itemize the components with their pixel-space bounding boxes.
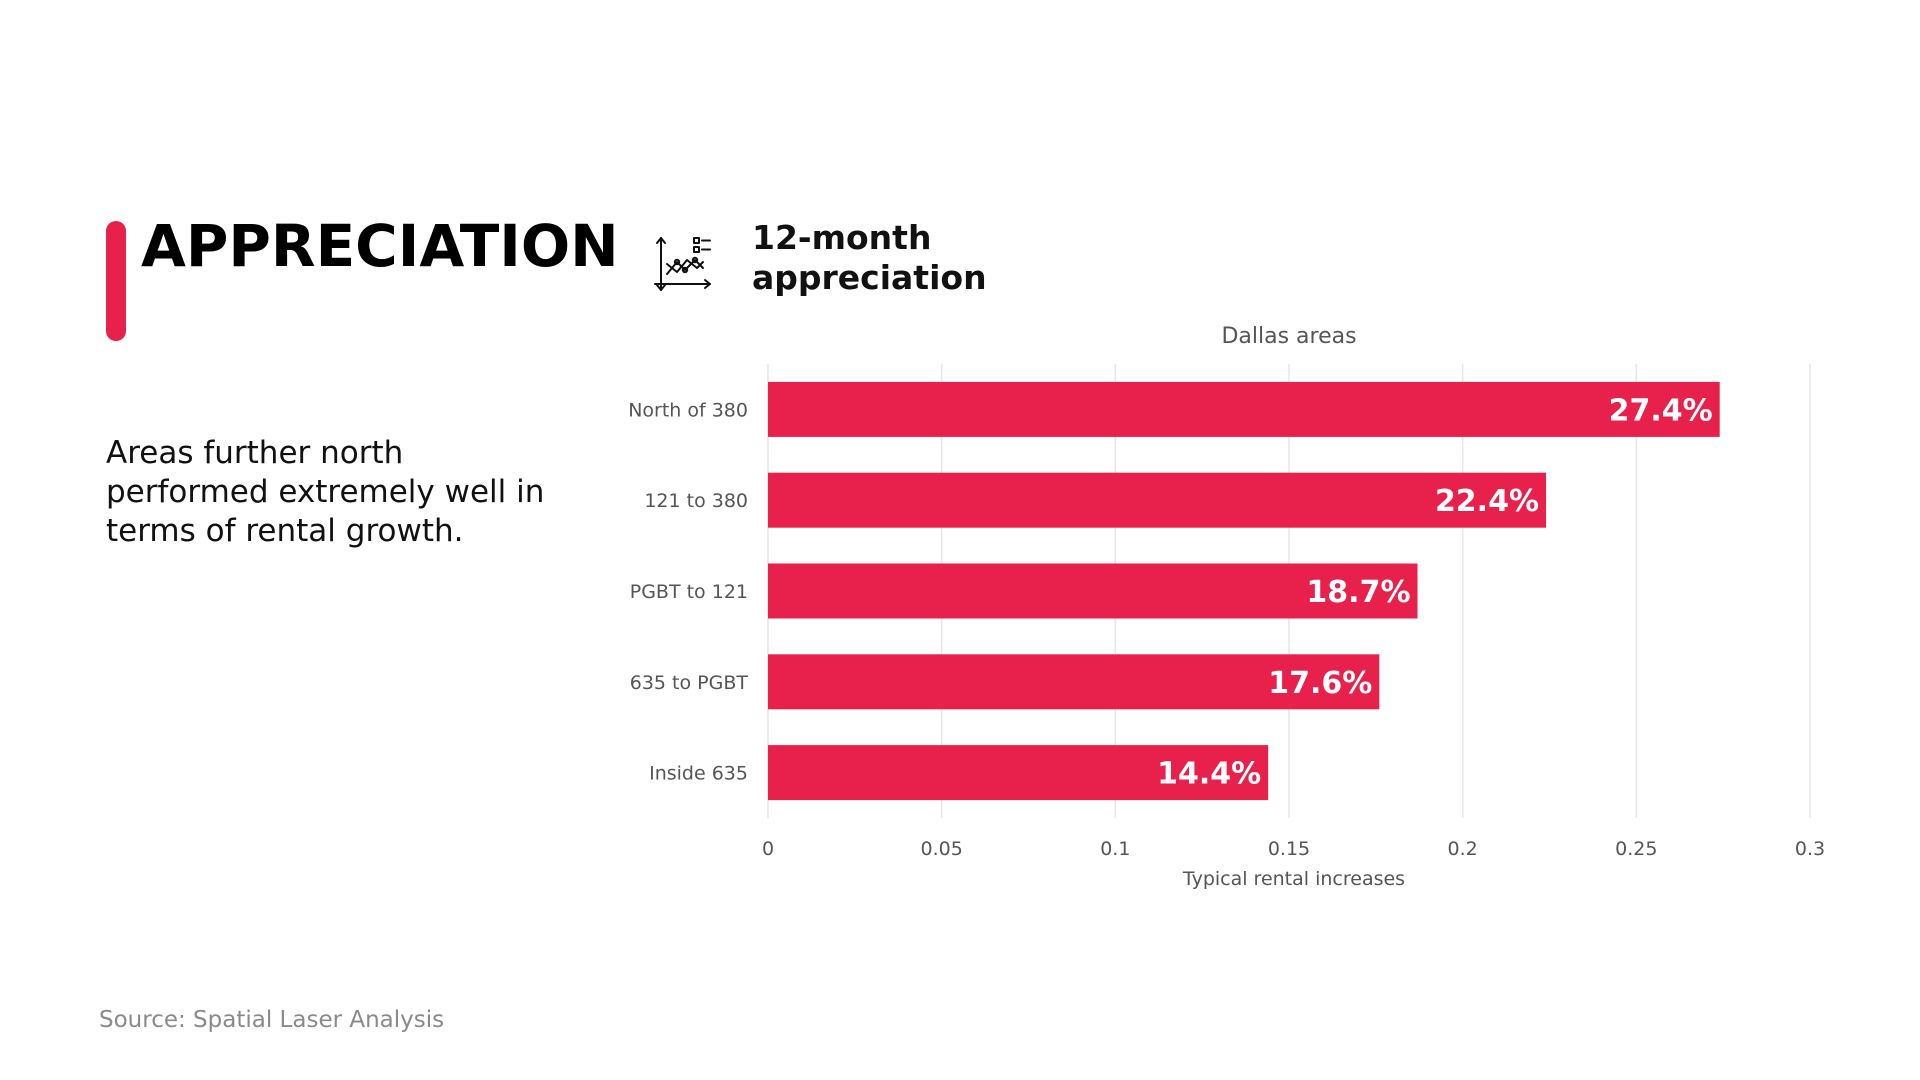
chart-heading: 12-month appreciation (752, 218, 987, 298)
data-label: 18.7% (1306, 575, 1410, 610)
data-label: 22.4% (1435, 484, 1539, 519)
category-label: 121 to 380 (644, 490, 748, 512)
data-label: 14.4% (1157, 757, 1261, 792)
x-tick-label: 0.15 (1268, 838, 1310, 860)
x-axis-label: Typical rental increases (1182, 868, 1405, 890)
category-label: PGBT to 121 (630, 581, 748, 603)
x-tick-label: 0.25 (1615, 838, 1657, 860)
data-label: 17.6% (1268, 666, 1372, 701)
chart-heading-line1: 12-month (752, 218, 932, 257)
description-text: Areas further north performed extremely … (106, 435, 545, 549)
x-tick-label: 0 (762, 838, 774, 860)
x-tick-label: 0.2 (1448, 838, 1478, 860)
bar (768, 381, 1720, 437)
title-accent-bar (106, 221, 126, 341)
x-tick-label: 0.05 (921, 838, 963, 860)
bar (768, 745, 1269, 801)
bar (768, 472, 1547, 528)
page-title: APPRECIATION (141, 212, 619, 280)
bar (768, 654, 1380, 710)
x-axis-ticks: 0 0.05 0.1 0.15 0.2 0.25 0.3 (762, 838, 1825, 860)
bar (768, 563, 1418, 619)
chart-title: Dallas areas (1221, 324, 1356, 349)
category-label: Inside 635 (649, 763, 748, 785)
bars: North of 380 27.4% 121 to 380 22.4% PGBT to … (628, 381, 1720, 801)
x-tick-label: 0.3 (1795, 838, 1825, 860)
line-chart-icon (652, 232, 714, 294)
category-label: 635 to PGBT (630, 672, 749, 694)
x-tick-label: 0.1 (1100, 838, 1130, 860)
category-label: North of 380 (628, 399, 748, 421)
data-label: 27.4% (1609, 393, 1713, 428)
chart-heading-line2: appreciation (752, 258, 987, 297)
source-note: Source: Spatial Laser Analysis (99, 1007, 445, 1033)
